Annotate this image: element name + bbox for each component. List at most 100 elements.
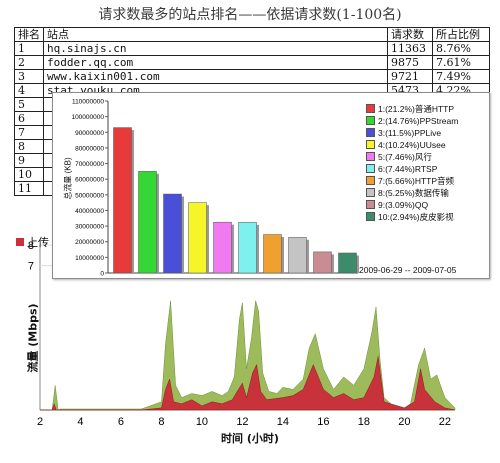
bar-chart: 0 10000000 20000000 30000000 40000000 5000000… — [71, 99, 359, 278]
popup-legend: 1:(21.2%)普通HTTP 2:(14.76%)PPStream 3:(11.5… — [366, 103, 458, 223]
traffic-x-tick-label: 12 — [236, 416, 248, 428]
col-header-rank: 排名 — [14, 27, 44, 42]
legend-label: 8:(5.25%)数据传输 — [378, 188, 449, 198]
popup-y-label: 总流量 (KB) — [63, 157, 73, 200]
bar-y-tick-label: 40000000 — [75, 208, 104, 215]
page-title: 请求数最多的站点排名——依据请求数(1-100名) — [98, 7, 402, 23]
traffic-x-label: 时间 (小时) — [221, 432, 279, 445]
bar-y-tick-label: 90000000 — [75, 130, 104, 137]
bar-1 — [113, 127, 132, 274]
bar-y-tick-label: 70000000 — [75, 161, 104, 168]
bar-y-tick-label: 60000000 — [75, 177, 104, 184]
legend-item: 6:(7.44%)RTSP — [366, 163, 458, 175]
legend-item: 4:(10.24%)UUsee — [366, 139, 458, 151]
bar-y-tick-label: 50000000 — [75, 192, 104, 199]
traffic-x-tick-label: 18 — [358, 416, 370, 428]
rank-cell: 10 — [14, 167, 44, 182]
bar-y-tick-label: 100000000 — [71, 114, 104, 121]
legend-swatch — [366, 152, 375, 161]
site-cell: www.kaixin001.com — [43, 69, 388, 84]
bar-10 — [338, 252, 357, 274]
bar-7 — [263, 234, 282, 274]
legend-item: 3:(11.5%)PPLive — [366, 127, 458, 139]
table-row: 3 www.kaixin001.com 9721 7.49% — [14, 69, 490, 84]
legend-swatch — [366, 200, 375, 209]
rank-cell: 8 — [14, 139, 44, 154]
bar-y-tick-label: 10000000 — [75, 255, 104, 262]
legend-swatch — [366, 104, 375, 113]
legend-label: 4:(10.24%)UUsee — [378, 140, 446, 150]
bar-3 — [163, 193, 182, 274]
legend-swatch — [366, 176, 375, 185]
bar-y-tick-label: 30000000 — [75, 224, 104, 231]
traffic-chart: 2 4 6 8 10 12 14 16 18 20 22 7 8 — [28, 240, 456, 428]
col-header-site: 站点 — [43, 27, 388, 42]
col-header-share: 所占比例 — [432, 27, 490, 42]
bar-chart-popup: 0 10000000 20000000 30000000 40000000 5000000… — [52, 92, 490, 279]
site-cell: hq.sinajs.cn — [43, 41, 388, 56]
site-cell: fodder.qq.com — [43, 55, 388, 70]
legend-label: 6:(7.44%)RTSP — [378, 164, 438, 174]
table-row: 1 hq.sinajs.cn 11363 8.76% — [14, 41, 490, 56]
bar-9 — [313, 251, 332, 274]
rank-cell: 4 — [14, 83, 44, 98]
share-cell: 7.49% — [432, 69, 490, 84]
legend-upload-label: 上传 — [27, 237, 49, 249]
traffic-y-tick-label: 8 — [28, 240, 34, 252]
rank-cell: 11 — [14, 181, 44, 196]
traffic-x-tick-label: 4 — [77, 416, 83, 428]
legend-swatch — [366, 140, 375, 149]
legend-swatch — [366, 128, 375, 137]
legend-label: 9:(3.09%)QQ — [378, 200, 429, 210]
rank-cell: 2 — [14, 55, 44, 70]
traffic-x-tick-label: 22 — [439, 416, 451, 428]
rank-cell: 1 — [14, 41, 44, 56]
legend-item: 9:(3.09%)QQ — [366, 199, 458, 211]
legend-item: 5:(7.46%)风行 — [366, 151, 458, 163]
legend-label: 3:(11.5%)PPLive — [378, 128, 442, 138]
legend-label: 7:(5.66%)HTTP音频 — [378, 176, 455, 186]
traffic-x-tick-label: 6 — [118, 416, 124, 428]
legend-swatch — [366, 116, 375, 125]
share-cell: 7.61% — [432, 55, 490, 70]
bar-y-tick-label: 20000000 — [75, 239, 104, 246]
upload-swatch — [16, 238, 24, 246]
legend-item: 8:(5.25%)数据传输 — [366, 187, 458, 199]
share-cell: 8.76% — [432, 41, 490, 56]
bar-4 — [188, 202, 207, 274]
bar-y-tick-label: 0 — [100, 271, 104, 278]
requests-cell: 9721 — [387, 69, 433, 84]
legend-item: 10:(2.94%)皮皮影视 — [366, 211, 458, 223]
bar-6 — [238, 222, 257, 274]
legend-item: 7:(5.66%)HTTP音频 — [366, 175, 458, 187]
rank-cell: 3 — [14, 69, 44, 84]
requests-cell: 9875 — [387, 55, 433, 70]
bar-5 — [213, 221, 232, 274]
traffic-x-tick-label: 8 — [158, 416, 164, 428]
traffic-x-tick-label: 10 — [196, 416, 208, 428]
traffic-y-label: 流量 (Mbps) — [26, 303, 40, 373]
traffic-x-tick-label: 16 — [317, 416, 329, 428]
rank-cell: 7 — [14, 125, 44, 140]
bar-8 — [288, 237, 307, 274]
traffic-x-tick-label: 14 — [277, 416, 289, 428]
legend-label: 10:(2.94%)皮皮影视 — [378, 212, 454, 222]
table-header-row: 排名 站点 请求数 所占比例 — [14, 27, 490, 42]
legend-swatch — [366, 212, 375, 221]
col-header-requests: 请求数 — [387, 27, 433, 42]
legend-label: 5:(7.46%)风行 — [378, 152, 432, 162]
legend-item: 2:(14.76%)PPStream — [366, 115, 458, 127]
table-row: 2 fodder.qq.com 9875 7.61% — [14, 55, 490, 70]
rank-cell: 5 — [14, 97, 44, 112]
rank-cell: 9 — [14, 153, 44, 168]
bar-y-tick-label: 110000000 — [72, 99, 104, 106]
bar-2 — [138, 171, 157, 274]
legend-swatch — [366, 188, 375, 197]
legend-label: 1:(21.2%)普通HTTP — [378, 104, 455, 114]
legend-upload: 上传 — [16, 234, 49, 250]
requests-cell: 11363 — [387, 41, 433, 56]
traffic-x-tick-label: 2 — [37, 416, 43, 428]
upload-area — [40, 356, 456, 411]
legend-label: 2:(14.76%)PPStream — [378, 116, 459, 126]
popup-date-range: 2009-06-29 -- 2009-07-05 — [359, 265, 457, 275]
